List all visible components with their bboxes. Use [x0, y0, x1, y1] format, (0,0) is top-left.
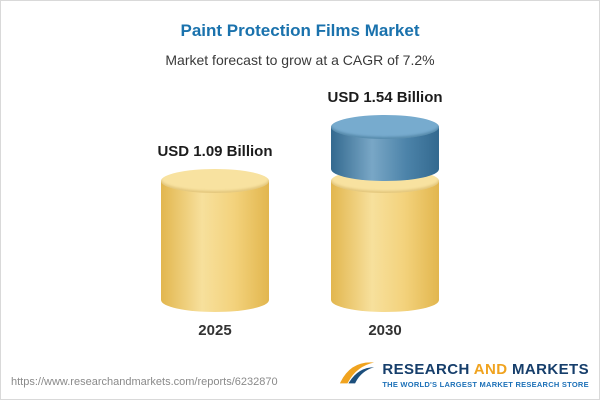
logo-word-research: RESEARCH	[382, 360, 470, 378]
cylinder-2030	[331, 115, 440, 312]
cylinder-2025	[160, 169, 269, 312]
segment-2030-base	[331, 169, 440, 312]
cylinder-top-ellipse	[331, 115, 440, 140]
axis-label-2030: 2030	[368, 322, 402, 339]
bar-column-2030: USD 1.54 Billion 2030	[328, 89, 443, 339]
logo-word-and: AND	[473, 360, 508, 378]
logo-word-markets: MARKETS	[512, 360, 589, 378]
bar-column-2025: USD 1.09 Billion 2025	[157, 143, 272, 339]
segment-2025-base	[160, 169, 269, 312]
logo-wordmark: RESEARCH AND MARKETS	[382, 361, 589, 378]
logo-swoosh-icon	[338, 357, 376, 392]
logo-text: RESEARCH AND MARKETS THE WORLD'S LARGEST…	[382, 361, 589, 389]
logo-tagline: THE WORLD'S LARGEST MARKET RESEARCH STOR…	[382, 379, 589, 389]
value-label-2030: USD 1.54 Billion	[327, 89, 443, 107]
footer: https://www.researchandmarkets.com/repor…	[11, 357, 589, 392]
chart-title: Paint Protection Films Market	[180, 21, 420, 40]
segment-2030-growth	[331, 115, 440, 182]
cylinder-top-ellipse	[160, 169, 269, 194]
report-url: https://www.researchandmarkets.com/repor…	[11, 376, 278, 388]
value-label-2025: USD 1.09 Billion	[157, 143, 273, 161]
researchandmarkets-logo: RESEARCH AND MARKETS THE WORLD'S LARGEST…	[338, 357, 589, 392]
axis-label-2025: 2025	[198, 322, 232, 339]
chart-area: USD 1.09 Billion 2025 USD 1.54 Billion 2…	[1, 81, 599, 339]
chart-subtitle: Market forecast to grow at a CAGR of 7.2…	[165, 52, 435, 68]
